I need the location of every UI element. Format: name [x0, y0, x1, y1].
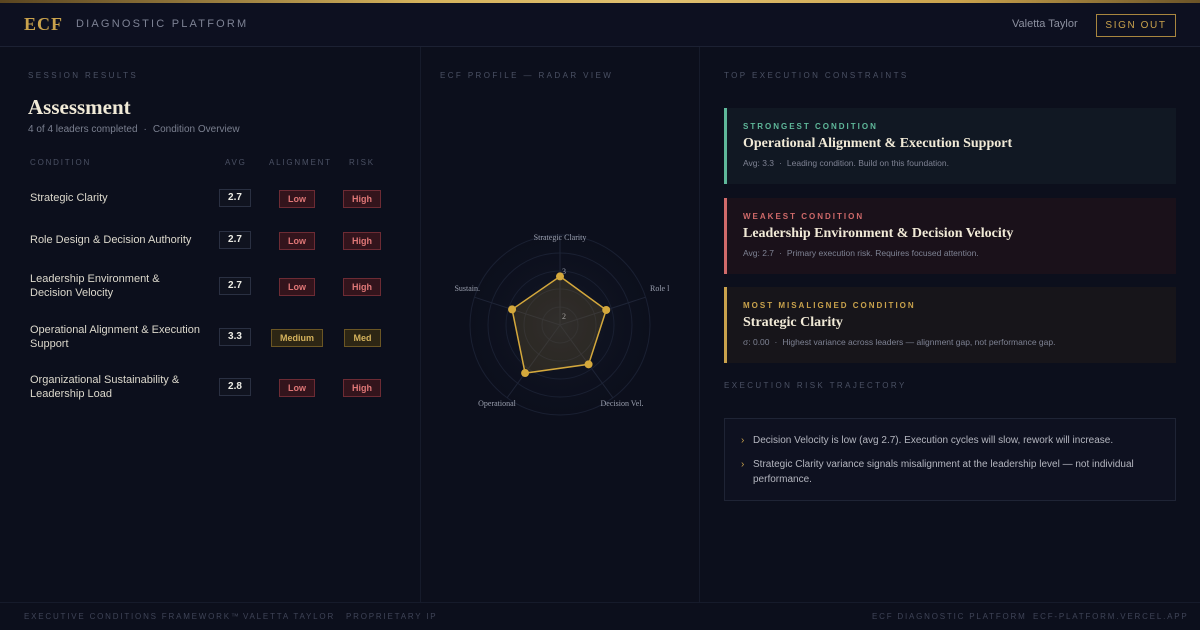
top-nav-bar: ECF DIAGNOSTIC PLATFORM Valetta Taylor S… [0, 3, 1200, 47]
radar-eyebrow: ECF PROFILE — RADAR VIEW [440, 71, 614, 80]
risk-badge: Med [344, 329, 381, 347]
footer-url-link[interactable]: ECF-PLATFORM.VERCEL.APP [1033, 612, 1189, 621]
radar-data-shape [511, 275, 608, 374]
page-title: Assessment [28, 95, 131, 119]
column-divider-right [699, 47, 700, 602]
strongest-condition-card[interactable]: STRONGEST CONDITION Operational Alignmen… [724, 108, 1176, 184]
card-avg: Avg: 3.3 [743, 158, 775, 168]
avg-score: 2.7 [219, 189, 251, 207]
radar-axis-label: Strategic Clarity [534, 233, 587, 242]
card-kind: STRONGEST CONDITION [743, 122, 878, 131]
avg-score: 2.8 [219, 378, 251, 396]
radar-data-point [521, 369, 530, 378]
footer-framework: EXECUTIVE CONDITIONS FRAMEWORK™ [24, 612, 241, 621]
trajectory-text: Strategic Clarity variance signals misal… [753, 459, 1134, 485]
card-avg: Avg: 2.7 [743, 248, 775, 258]
risk-trajectory-panel: › Decision Velocity is low (avg 2.7). Exe… [724, 418, 1176, 501]
footer-author: VALETTA TAYLOR [243, 612, 336, 621]
card-note: Avg: 3.3 · Leading condition. Build on thi… [743, 158, 949, 168]
radar-axis-label: Sustain. [454, 284, 480, 293]
trajectory-item: › Decision Velocity is low (avg 2.7). Exe… [741, 433, 1161, 448]
trajectory-text: Decision Velocity is low (avg 2.7). Exec… [753, 435, 1114, 446]
risk-badge: High [343, 232, 381, 250]
most-misaligned-card[interactable]: MOST MISALIGNED CONDITION Strategic Clar… [724, 287, 1176, 363]
overview-label: Condition Overview [152, 124, 240, 135]
radar-axis-label: Decision Vel. [601, 399, 644, 408]
alignment-badge: Medium [271, 329, 323, 347]
radar-chart: 3 2 Strategic Clarity Role l Decision Ve… [454, 220, 670, 430]
card-note: σ: 0.00 · Highest variance across leaders … [743, 337, 1056, 347]
sign-out-button[interactable]: SIGN OUT [1096, 14, 1176, 37]
footer-ip: PROPRIETARY IP [346, 612, 438, 621]
chevron-right-icon: › [741, 459, 745, 470]
card-kind: MOST MISALIGNED CONDITION [743, 301, 916, 310]
radar-data-point [508, 305, 517, 314]
condition-name: Operational Alignment & Execution Suppor… [30, 324, 200, 350]
radar-data-point [584, 360, 593, 369]
risk-badge: High [343, 278, 381, 296]
risk-badge: High [343, 379, 381, 397]
radar-data-point [556, 272, 564, 281]
alignment-badge: Low [279, 190, 315, 208]
card-avg: σ: 0.00 [743, 337, 770, 347]
trajectory-item: › Strategic Clarity variance signals misa… [741, 457, 1161, 487]
assessment-subtitle: 4 of 4 leaders completed · Condition Overv… [28, 124, 240, 135]
condition-name: Leadership Environment & Decision Veloci… [30, 273, 160, 299]
footer: EXECUTIVE CONDITIONS FRAMEWORK™ VALETTA … [0, 602, 1200, 630]
card-title: Strategic Clarity [743, 315, 843, 330]
weakest-condition-card[interactable]: WEAKEST CONDITION Leadership Environment… [724, 198, 1176, 274]
radar-ring-label: 2 [562, 312, 566, 321]
completion-status: 4 of 4 leaders completed [28, 124, 138, 135]
user-name: Valetta Taylor [1012, 18, 1078, 30]
card-description: Leading condition. Build on this foundat… [786, 158, 949, 168]
condition-name: Organizational Sustainability & Leadersh… [30, 374, 180, 400]
card-description: Highest variance across leaders — alignm… [782, 337, 1056, 347]
radar-axis-line [506, 324, 561, 399]
column-header-condition: CONDITION [30, 158, 92, 167]
radar-axis-label: Operational [478, 399, 517, 408]
card-note: Avg: 2.7 · Primary execution risk. Require… [743, 248, 979, 258]
chevron-right-icon: › [741, 435, 745, 446]
session-results-eyebrow: SESSION RESULTS [28, 71, 139, 80]
column-header-avg: AVG [225, 158, 247, 167]
trajectory-eyebrow: EXECUTION RISK TRAJECTORY [724, 381, 907, 390]
card-title: Leadership Environment & Decision Veloci… [743, 226, 1014, 241]
radar-data-point [602, 305, 611, 314]
radar-ring-label: 3 [562, 267, 566, 276]
radar-axis-line [474, 296, 561, 326]
platform-name: DIAGNOSTIC PLATFORM [76, 18, 249, 30]
avg-score: 3.3 [219, 328, 251, 346]
card-kind: WEAKEST CONDITION [743, 212, 865, 221]
avg-score: 2.7 [219, 231, 251, 249]
alignment-badge: Low [279, 232, 315, 250]
condition-name: Role Design & Decision Authority [30, 234, 192, 246]
avg-score: 2.7 [219, 277, 251, 295]
constraints-eyebrow: TOP EXECUTION CONSTRAINTS [724, 71, 909, 80]
top-accent-line [0, 0, 1200, 3]
alignment-badge: Low [279, 278, 315, 296]
brand-logo[interactable]: ECF [24, 14, 63, 34]
column-divider-left [420, 47, 421, 602]
column-header-alignment: ALIGNMENT [269, 158, 332, 167]
card-description: Primary execution risk. Requires focused… [786, 248, 979, 258]
card-title: Operational Alignment & Execution Suppor… [743, 136, 1013, 151]
column-header-risk: RISK [349, 158, 375, 167]
alignment-badge: Low [279, 379, 315, 397]
footer-platform: ECF DIAGNOSTIC PLATFORM [872, 612, 1027, 621]
condition-name: Strategic Clarity [30, 192, 108, 204]
radar-axis-label: Role l [650, 284, 670, 293]
risk-badge: High [343, 190, 381, 208]
